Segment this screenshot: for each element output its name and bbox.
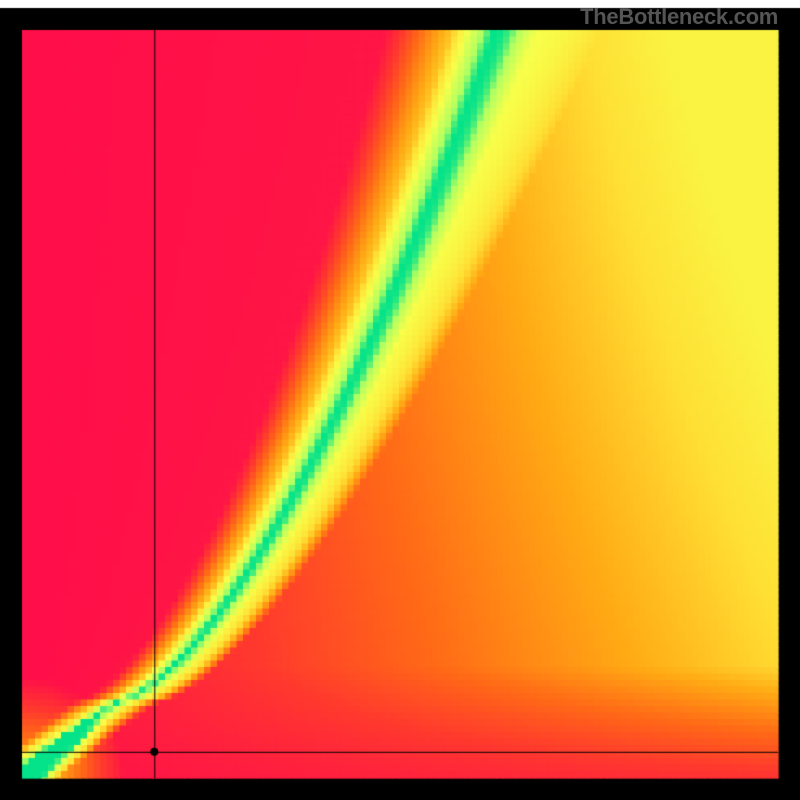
watermark-text: TheBottleneck.com	[580, 4, 778, 30]
heatmap-canvas	[0, 0, 800, 800]
chart-frame: TheBottleneck.com	[0, 0, 800, 800]
